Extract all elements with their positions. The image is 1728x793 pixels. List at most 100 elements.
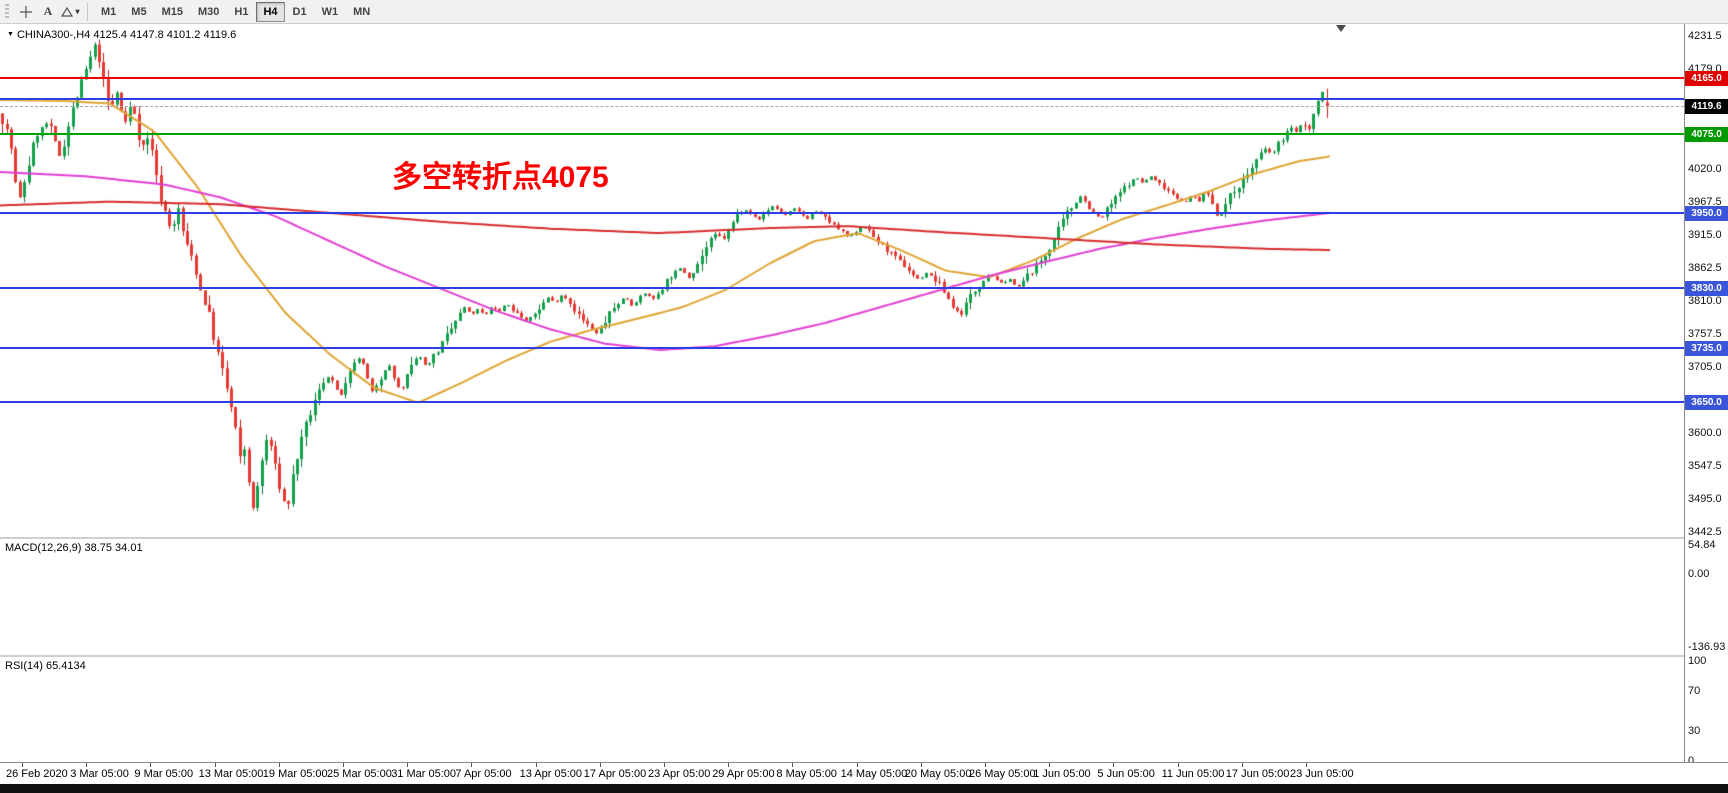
- symbol-ohlc-label: ▼ CHINA300-,H4 4125.4 4147.8 4101.2 4119.…: [7, 29, 236, 41]
- timeframe-group: M1 M5 M15 M30 H1 H4 D1 W1 MN: [94, 1, 378, 22]
- time-axis-label: 14 May 05:00: [840, 768, 908, 780]
- price-axis-tick: 3442.5: [1688, 526, 1722, 538]
- price-axis-separator: [1684, 24, 1685, 784]
- time-axis-tick: [1049, 763, 1051, 767]
- price-axis-tick: 3600.0: [1688, 426, 1722, 439]
- timeframe-button-m5[interactable]: M5: [124, 2, 153, 22]
- price-axis-tick: 3705.0: [1688, 360, 1722, 373]
- time-axis-tick: [728, 763, 730, 767]
- price-axis-tick: 4231.5: [1688, 30, 1722, 42]
- time-axis-label: 7 Apr 05:00: [455, 768, 512, 780]
- rsi-plot[interactable]: [0, 657, 1684, 762]
- timeframe-button-m15[interactable]: M15: [155, 2, 190, 22]
- shapes-tool-button[interactable]: ▾: [59, 2, 81, 22]
- time-axis-label: 1 Jun 05:00: [1033, 768, 1091, 780]
- price-axis-tick: 3547.5: [1688, 459, 1722, 472]
- timeframe-button-m30[interactable]: M30: [191, 2, 226, 22]
- time-axis-tick: [86, 763, 88, 767]
- time-axis-tick: [150, 763, 152, 767]
- rsi-axis-tick: 30: [1688, 725, 1701, 737]
- toolbar-separator: [87, 2, 88, 21]
- time-axis-tick: [920, 763, 922, 767]
- rsi-axis-tick: 70: [1688, 685, 1701, 697]
- time-axis-tick: [985, 763, 986, 767]
- price-badge-3950.0: 3950.0: [1685, 205, 1728, 221]
- time-axis-tick: [1241, 763, 1243, 767]
- rsi-indicator-label: RSI(14) 65.4134: [5, 660, 86, 672]
- macd-axis-tick: 54.84: [1688, 539, 1716, 551]
- macd-indicator-label: MACD(12,26,9) 38.75 34.01: [5, 542, 143, 554]
- price-badge-3735.0: 3735.0: [1685, 341, 1728, 357]
- time-axis[interactable]: 26 Feb 2020 3 Mar 05:00 9 Mar 05:00 13 Mar …: [0, 762, 1728, 784]
- price-axis[interactable]: 4231.5 4179.0 4020.0 3967.5 3915.0 3862.5 3810…: [1685, 24, 1728, 767]
- price-axis-tick: 3862.5: [1688, 261, 1722, 274]
- timeframe-button-h4[interactable]: H4: [256, 1, 285, 22]
- price-badge-4165.0: 4165.0: [1685, 70, 1728, 86]
- chart-shift-marker-icon[interactable]: [1336, 25, 1346, 32]
- crosshair-tool-button[interactable]: [15, 2, 37, 22]
- time-axis-tick: [599, 763, 601, 767]
- time-axis-label: 17 Jun 05:00: [1225, 768, 1290, 780]
- time-axis-tick: [407, 763, 409, 767]
- time-axis-label: 23 Jun 05:00: [1290, 768, 1354, 780]
- time-axis-tick: [471, 763, 473, 767]
- toolbar-grip[interactable]: [5, 3, 9, 20]
- time-axis-label: 17 Apr 05:00: [583, 768, 647, 780]
- time-axis-tick: [856, 763, 858, 767]
- time-axis-label: 19 Mar 05:00: [262, 768, 328, 780]
- time-axis-tick: [1177, 763, 1179, 767]
- price-badge-3650.0: 3650.0: [1685, 394, 1728, 410]
- text-tool-button[interactable]: A: [37, 2, 59, 22]
- price-axis-tick: 4020.0: [1688, 162, 1722, 175]
- timeframe-button-w1[interactable]: W1: [315, 2, 346, 22]
- price-chart-plot[interactable]: [0, 24, 1684, 537]
- time-axis-tick: [214, 763, 216, 767]
- price-axis-tick: 3915.0: [1688, 228, 1722, 241]
- time-axis-label: 26 Feb 2020: [6, 768, 68, 780]
- price-axis-tick: 3967.5: [1688, 195, 1722, 208]
- price-axis-tick: 3495.0: [1688, 492, 1722, 505]
- time-axis-label: 25 Mar 05:00: [327, 768, 392, 780]
- price-axis-tick: 3810.0: [1688, 294, 1722, 307]
- panel-splitter-rsi[interactable]: [0, 655, 1728, 657]
- time-axis-tick: [664, 763, 665, 767]
- time-axis-tick: [1306, 763, 1307, 767]
- time-axis-tick: [792, 763, 794, 767]
- macd-axis-tick: -136.93: [1688, 641, 1726, 653]
- timeframe-button-d1[interactable]: D1: [286, 2, 314, 22]
- time-axis-tick: [343, 763, 344, 767]
- timeframe-button-h1[interactable]: H1: [227, 2, 255, 22]
- time-axis-label: 5 Jun 05:00: [1097, 768, 1155, 780]
- time-axis-label: 23 Apr 05:00: [648, 768, 711, 780]
- macd-plot[interactable]: [0, 539, 1684, 655]
- dropdown-caret-icon: ▾: [75, 7, 80, 16]
- time-axis-label: 20 May 05:00: [904, 768, 972, 780]
- macd-axis-tick: 0.00: [1688, 568, 1710, 581]
- time-axis-label: 9 Mar 05:00: [134, 768, 194, 780]
- symbol-ohlc-text: CHINA300-,H4 4125.4 4147.8 4101.2 4119.6: [16, 29, 237, 41]
- time-axis-label: 26 May 05:00: [969, 768, 1036, 780]
- price-badge-4075.0: 4075.0: [1685, 127, 1728, 143]
- time-axis-label: 3 Mar 05:00: [70, 768, 129, 780]
- time-axis-label: 13 Apr 05:00: [519, 768, 582, 780]
- time-axis-tick: [535, 763, 537, 767]
- panel-splitter-macd[interactable]: [0, 537, 1728, 539]
- time-axis-tick: [278, 763, 280, 767]
- timeframe-button-mn[interactable]: MN: [346, 2, 377, 22]
- symbol-dropdown-icon: ▼: [7, 31, 14, 38]
- main-toolbar: A ▾ M1 M5 M15 M30 H1 H4 D1 W1 MN: [0, 0, 1728, 24]
- time-axis-label: 13 Mar 05:00: [198, 768, 264, 780]
- rsi-axis-tick: 0: [1688, 755, 1695, 767]
- timeframe-button-m1[interactable]: M1: [94, 2, 123, 22]
- time-axis-label: 8 May 05:00: [776, 768, 837, 780]
- rsi-axis-tick: 100: [1688, 655, 1707, 667]
- time-axis-label: 29 Apr 05:00: [712, 768, 775, 780]
- crosshair-icon: [20, 5, 32, 18]
- chart-annotation[interactable]: 多空转折点4075: [392, 161, 609, 194]
- time-axis-tick: [1113, 763, 1115, 767]
- price-badge-4119.6: 4119.6: [1685, 99, 1728, 115]
- price-axis-tick: 3757.5: [1688, 327, 1722, 340]
- shapes-icon: [61, 6, 74, 17]
- text-tool-icon: A: [43, 4, 53, 18]
